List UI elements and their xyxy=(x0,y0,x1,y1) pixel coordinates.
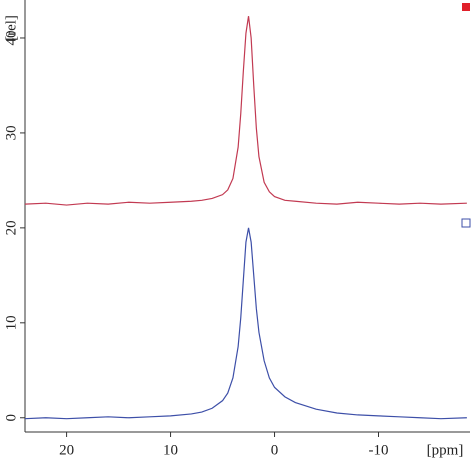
spectrum-line xyxy=(24,16,467,206)
y-tick-label: 40 xyxy=(3,30,19,45)
y-tick-label: 0 xyxy=(3,414,19,422)
y-tick-label: 30 xyxy=(3,125,19,140)
y-axis-label: [rel] xyxy=(3,15,19,41)
y-tick-label: 20 xyxy=(3,220,19,235)
series-marker xyxy=(462,3,470,11)
x-tick-label: 0 xyxy=(271,442,279,458)
spectrum-line xyxy=(24,227,467,420)
series-marker xyxy=(461,218,471,228)
x-tick-label: -10 xyxy=(369,442,389,458)
y-tick-label: 10 xyxy=(3,315,19,330)
x-axis-label: [ppm] xyxy=(427,442,464,458)
x-tick-label: 10 xyxy=(163,442,178,458)
x-tick-label: 20 xyxy=(59,442,74,458)
